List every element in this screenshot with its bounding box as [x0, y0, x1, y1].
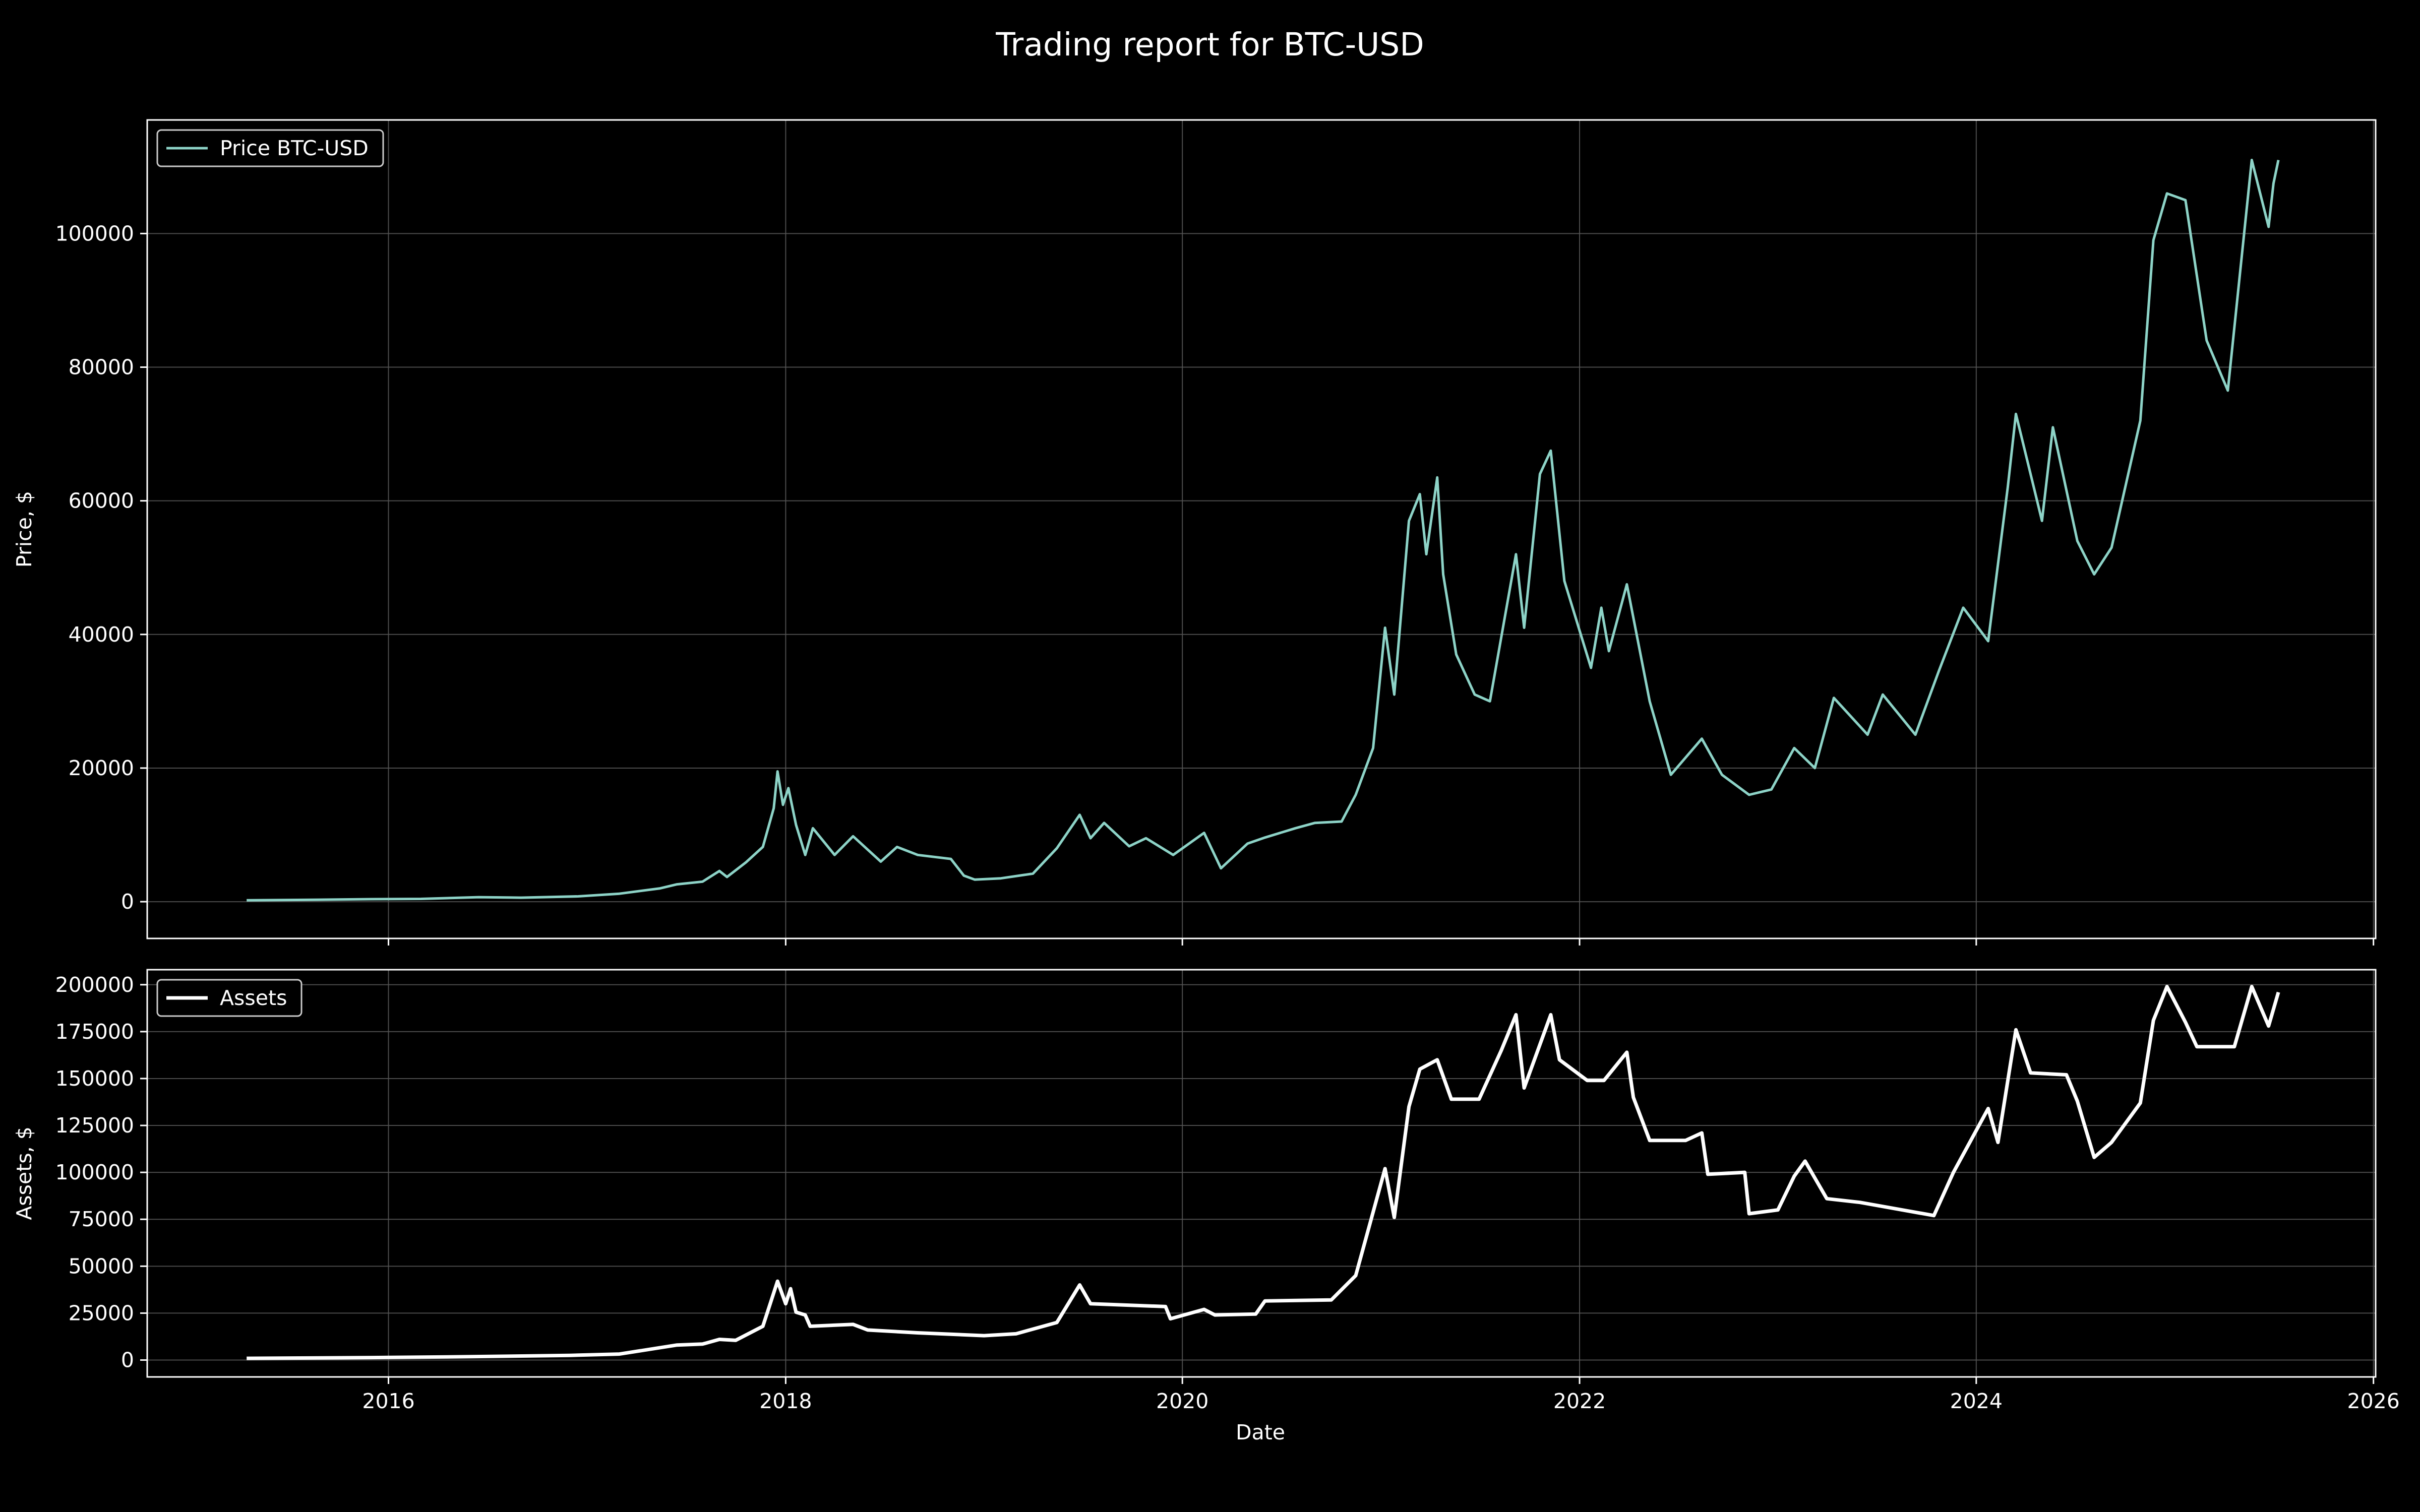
chart-title: Trading report for BTC-USD	[995, 26, 1424, 63]
series-line-assets	[247, 985, 2280, 1360]
legend-label: Assets	[220, 986, 287, 1010]
y-tick-label: 175000	[55, 1020, 134, 1044]
y-tick-label: 0	[121, 1348, 134, 1372]
y-tick-label: 40000	[69, 622, 134, 647]
y-axis-label: Assets, $	[12, 1126, 36, 1220]
y-tick-label: 100000	[55, 221, 134, 245]
legend-layer: Price BTC-USD Assets	[156, 129, 384, 1017]
legend-label: Price BTC-USD	[220, 136, 369, 160]
y-axis-label: Price, $	[12, 491, 36, 568]
y-tick-label: 75000	[69, 1207, 134, 1231]
y-tick-label: 100000	[55, 1160, 134, 1184]
y-tick-label: 125000	[55, 1113, 134, 1138]
x-tick-label: 2024	[1950, 1389, 2003, 1413]
x-tick-label: 2026	[2347, 1389, 2400, 1413]
y-tick-label: 200000	[55, 973, 134, 997]
x-tick-label: 2022	[1553, 1389, 1606, 1413]
lines-layer	[247, 159, 2280, 1360]
x-tick-label: 2020	[1156, 1389, 1208, 1413]
y-tick-label: 80000	[69, 355, 134, 380]
series-line-price-btc-usd	[247, 159, 2280, 902]
axes-frame	[146, 119, 2377, 939]
axes-layer: 0 20000 40000 60000 80000 100000 Price, $ 0 2500…	[12, 119, 2400, 1413]
x-tick-label: 2018	[759, 1389, 812, 1413]
y-tick-label: 25000	[69, 1301, 134, 1325]
y-tick-label: 0	[121, 890, 134, 914]
y-tick-label: 150000	[55, 1066, 134, 1091]
y-tick-label: 20000	[69, 756, 134, 780]
legend-box	[156, 129, 384, 167]
axes-frame	[146, 969, 2377, 1378]
y-tick-label: 60000	[69, 489, 134, 513]
y-tick-label: 50000	[69, 1254, 134, 1278]
x-tick-label: 2016	[362, 1389, 414, 1413]
legend-box	[156, 979, 302, 1017]
x-axis-label: Date	[1236, 1420, 1285, 1444]
grid-layer	[147, 120, 2376, 1377]
